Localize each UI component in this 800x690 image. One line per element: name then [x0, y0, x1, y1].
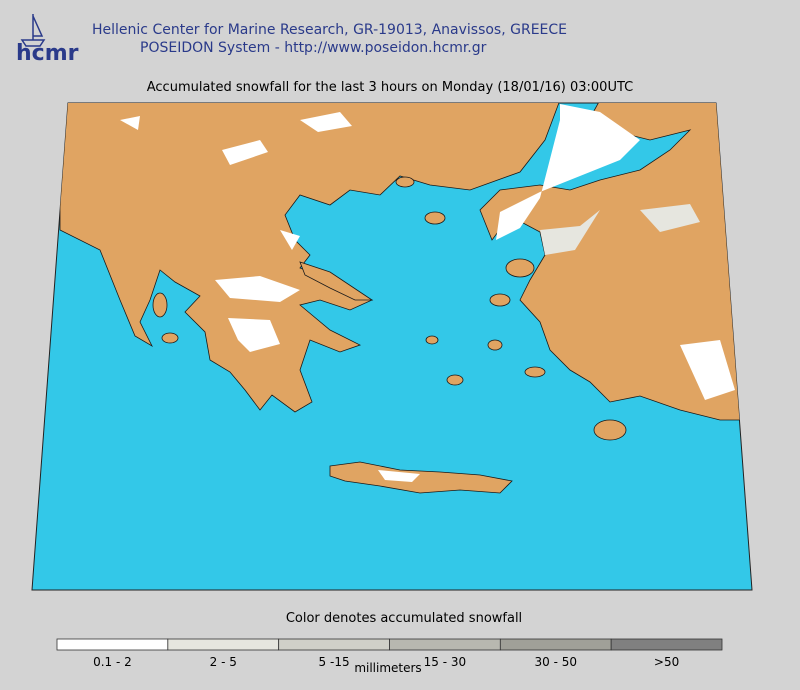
legend-label: 15 - 30 — [424, 655, 467, 669]
legend-label: 5 -15 — [319, 655, 350, 669]
legend-label: 0.1 - 2 — [93, 655, 132, 669]
legend-label: >50 — [654, 655, 679, 669]
legend-label: 30 - 50 — [535, 655, 578, 669]
map-land — [59, 103, 752, 494]
logo-text: hcmr — [16, 41, 79, 66]
legend-label: 2 - 5 — [210, 655, 237, 669]
legend-swatch — [56, 638, 169, 651]
header-line: POSEIDON System - http://www.poseidon.hc… — [140, 40, 487, 56]
header-line: Hellenic Center for Marine Research, GR-… — [92, 22, 567, 38]
snow-patches — [120, 104, 735, 482]
legend-swatch — [610, 638, 723, 651]
legend-swatch — [389, 638, 501, 651]
legend-caption: Color denotes accumulated snowfall — [286, 611, 522, 626]
legend-swatch — [167, 638, 280, 651]
logo-icon — [20, 14, 46, 47]
legend-swatch — [278, 638, 390, 651]
legend: 0.1 - 2 2 - 5 5 -15 15 - 30 30 - 50 >50 — [56, 638, 723, 669]
legend-swatch — [499, 638, 612, 651]
legend-unit: millimeters — [354, 661, 421, 675]
map-title: Accumulated snowfall for the last 3 hour… — [147, 80, 633, 95]
